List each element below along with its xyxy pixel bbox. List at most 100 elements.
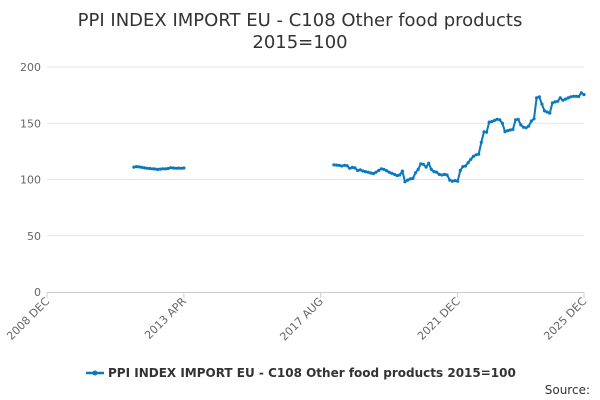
data-point: [363, 170, 368, 174]
data-point: [158, 167, 162, 171]
data-point: [163, 167, 168, 171]
x-tick-label: 2025 DEC: [541, 295, 589, 343]
data-point: [358, 168, 362, 172]
x-tick-label: 2008 DEC: [4, 295, 52, 343]
data-point: [387, 170, 391, 174]
data-point: [156, 167, 160, 171]
data-point: [556, 99, 560, 103]
data-point: [545, 110, 549, 114]
data-point: [348, 166, 352, 170]
data-point: [342, 163, 347, 167]
data-point: [582, 93, 586, 97]
data-point: [514, 118, 518, 122]
data-point: [408, 177, 412, 181]
data-point: [416, 167, 420, 171]
data-point: [569, 95, 573, 99]
data-point: [182, 166, 186, 170]
x-tick-label: 2017 AUG: [277, 295, 326, 344]
data-point: [390, 171, 394, 175]
data-point: [171, 166, 175, 170]
data-point: [140, 165, 144, 169]
data-point: [403, 180, 407, 184]
data-point: [374, 170, 378, 174]
data-point: [477, 152, 481, 156]
data-point: [566, 96, 570, 100]
legend-marker: [92, 370, 98, 376]
data-point: [495, 117, 499, 121]
data-point: [487, 120, 491, 124]
data-point: [458, 168, 462, 173]
data-point: [169, 166, 173, 170]
data-point: [435, 170, 439, 174]
data-point: [474, 153, 478, 157]
data-point: [564, 97, 568, 101]
data-point: [345, 164, 349, 168]
data-point: [537, 95, 541, 99]
data-point: [516, 117, 520, 121]
data-point: [150, 167, 154, 171]
data-point: [371, 172, 375, 176]
data-point: [335, 163, 339, 167]
data-point: [153, 167, 157, 171]
data-point: [413, 171, 418, 175]
data-point: [508, 128, 512, 132]
data-point: [174, 166, 178, 170]
data-point: [382, 167, 386, 171]
data-point: [161, 167, 165, 171]
source-label: Source:: [545, 383, 590, 397]
data-point: [419, 162, 423, 166]
data-point: [511, 127, 515, 131]
data-point: [148, 166, 152, 171]
data-point: [406, 178, 410, 182]
data-point: [482, 130, 486, 134]
data-point: [145, 166, 149, 170]
data-point: [429, 167, 433, 171]
data-point: [561, 98, 565, 102]
data-point: [466, 161, 470, 165]
grid-lines: [47, 66, 584, 237]
data-point: [179, 166, 183, 170]
data-point: [356, 168, 360, 173]
data-point: [379, 167, 383, 171]
data-point: [395, 174, 399, 178]
data-point: [432, 170, 436, 174]
x-tick-label: 2021 DEC: [415, 295, 463, 343]
data-point: [166, 166, 170, 171]
data-point: [353, 166, 357, 170]
data-point: [479, 140, 483, 144]
data-point: [424, 165, 428, 169]
data-point: [134, 165, 139, 169]
data-point: [519, 123, 523, 127]
data-point: [558, 96, 562, 100]
series-line: [333, 91, 585, 183]
data-point: [550, 101, 555, 105]
data-point: [500, 121, 504, 125]
data-point: [337, 163, 341, 167]
legend[interactable]: PPI INDEX IMPORT EU - C108 Other food pr…: [86, 366, 516, 380]
data-point: [398, 173, 402, 177]
legend-label: PPI INDEX IMPORT EU - C108 Other food pr…: [108, 366, 516, 380]
data-point: [548, 111, 552, 115]
data-point: [437, 172, 441, 176]
data-point: [369, 171, 373, 175]
data-point: [137, 165, 141, 169]
data-point: [535, 96, 539, 100]
x-axis-ticks: 2008 DEC 2013 APR 2017 AUG 2021 DEC 2025 DEC: [4, 292, 589, 343]
data-point: [385, 169, 389, 173]
data-point: [553, 100, 557, 104]
data-point: [448, 178, 452, 182]
data-point: [527, 124, 531, 128]
data-point: [450, 179, 454, 183]
y-tick-label: 0: [34, 286, 41, 299]
plot-area: [132, 91, 586, 184]
data-point: [540, 102, 544, 106]
y-tick-label: 150: [20, 117, 41, 130]
data-point: [411, 176, 415, 180]
data-point: [400, 169, 404, 173]
data-point: [463, 164, 468, 168]
data-point: [498, 118, 502, 122]
data-point: [456, 179, 460, 183]
data-point: [427, 161, 431, 165]
data-point: [492, 118, 497, 122]
